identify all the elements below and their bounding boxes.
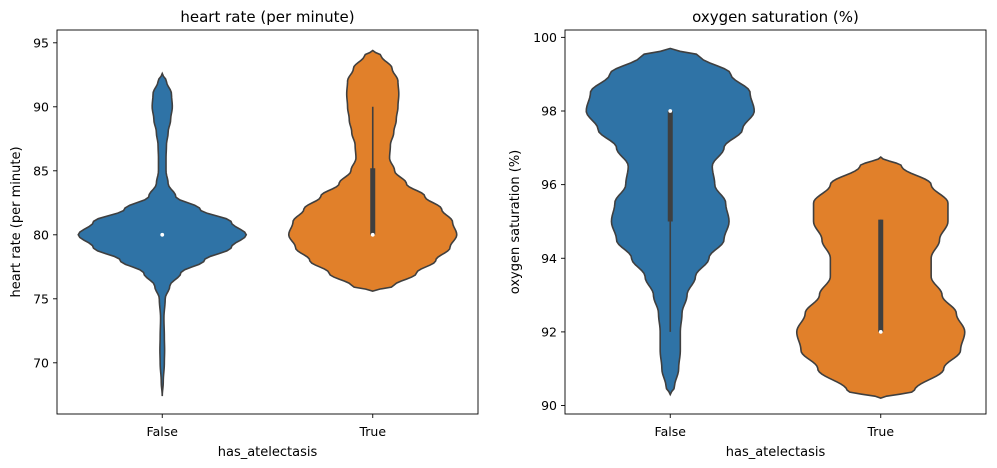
y-tick-label: 90 — [33, 99, 49, 114]
x-axis-label: has_atelectasis — [218, 445, 318, 460]
heart-rate-violin-panel: heart rate (per minute) 70 75 80 85 90 95 Fal… — [9, 8, 479, 460]
y-tick-label: 96 — [541, 177, 557, 192]
x-tick-label: False — [147, 424, 179, 439]
median-point-true — [878, 329, 883, 334]
y-tick-label: 94 — [541, 251, 557, 266]
median-point-false — [160, 232, 165, 237]
y-tick-label: 75 — [33, 291, 49, 306]
x-tick-label: True — [358, 424, 386, 439]
x-tick-label: False — [655, 424, 687, 439]
chart-title: heart rate (per minute) — [180, 8, 354, 26]
x-axis-label: has_atelectasis — [726, 445, 826, 460]
y-tick-label: 95 — [33, 35, 49, 50]
y-tick-label: 92 — [541, 324, 557, 339]
y-tick-label: 90 — [541, 398, 557, 413]
y-tick-label: 98 — [541, 103, 557, 118]
median-point-false — [668, 109, 673, 113]
oxygen-saturation-violin-panel: oxygen saturation (%) 90 92 94 96 98 100 Fals… — [508, 8, 987, 460]
chart-title: oxygen saturation (%) — [692, 8, 859, 26]
y-tick-label: 100 — [533, 30, 557, 45]
axes-frame — [56, 29, 479, 415]
y-tick-label: 80 — [33, 227, 49, 242]
median-point-true — [370, 232, 375, 237]
y-axis-label: oxygen saturation (%) — [508, 150, 523, 294]
y-tick-label: 85 — [33, 163, 49, 178]
x-tick-label: True — [866, 424, 894, 439]
y-tick-label: 70 — [33, 355, 49, 370]
axes-frame — [564, 29, 987, 415]
y-axis-label: heart rate (per minute) — [9, 146, 24, 297]
